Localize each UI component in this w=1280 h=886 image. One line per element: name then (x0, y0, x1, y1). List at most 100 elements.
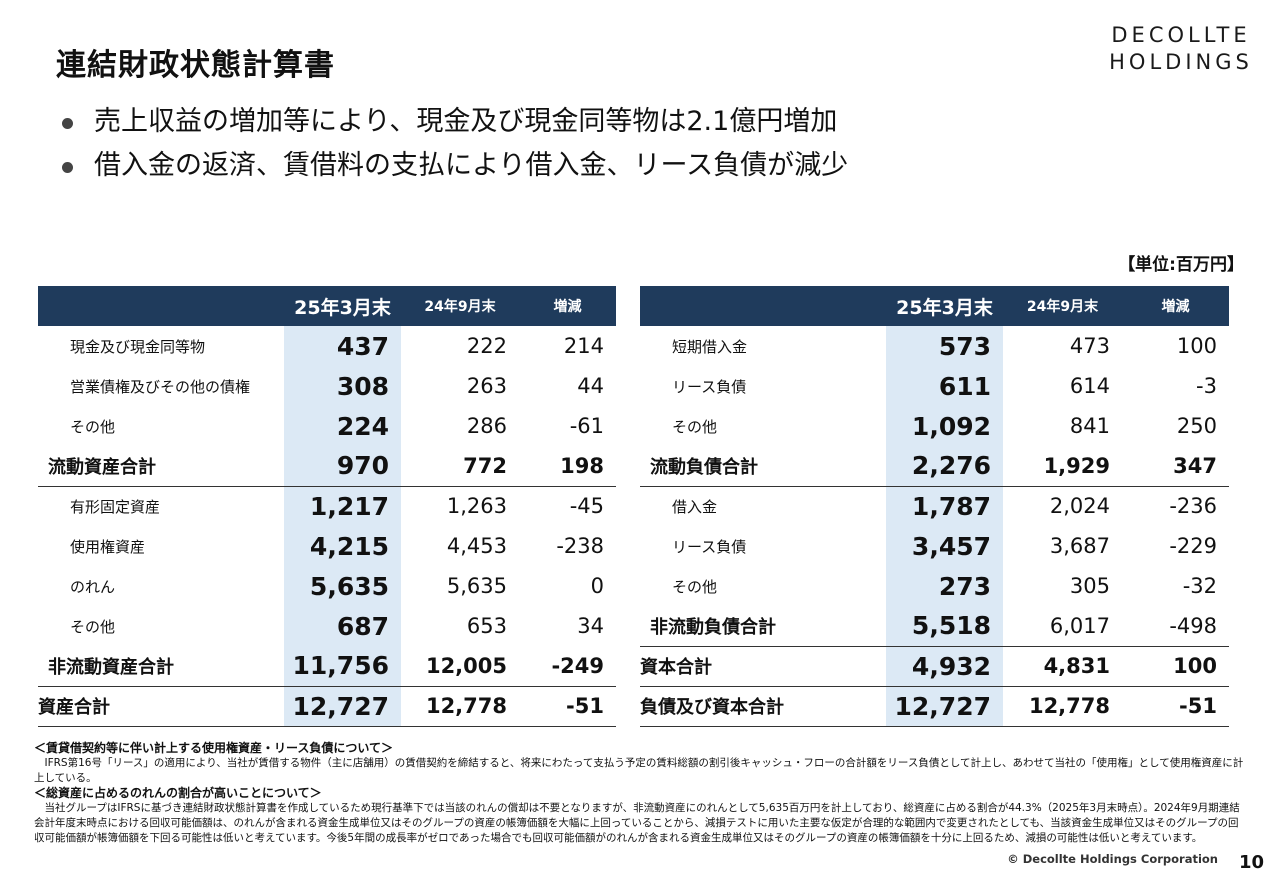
summary-bullets: 売上収益の増加等により、現金及び現金同等物は2.1億円増加 借入金の返済、賃借料… (62, 100, 848, 188)
value-current: 5,518 (886, 606, 1003, 647)
value-current: 1,217 (284, 486, 401, 526)
value-previous: 2,024 (1049, 494, 1110, 519)
row-label: 借入金 (672, 497, 718, 516)
value-previous: 1,929 (1003, 446, 1122, 487)
bullet-dot-icon (62, 118, 73, 129)
total-row: 資産合計 12,727 12,778 -51 (38, 686, 616, 727)
value-current: 4,215 (284, 526, 401, 566)
subtotal-row: 流動負債合計 2,276 1,929 347 (640, 446, 1229, 487)
value-current: 3,457 (886, 526, 1003, 566)
value-previous: 305 (1069, 574, 1110, 598)
value-current: 224 (284, 406, 401, 446)
row-label: 負債及び資本合計 (640, 686, 886, 727)
value-current: 970 (284, 446, 401, 487)
table-row: 短期借入金 573 473 100 (640, 326, 1229, 366)
value-previous: 4,453 (446, 534, 507, 558)
value-current: 437 (284, 326, 401, 366)
table-row: のれん 5,635 5,635 0 (38, 566, 616, 606)
row-label: その他 (672, 417, 718, 436)
value-current: 2,276 (886, 446, 1003, 487)
header-previous: 24年9月末 (1003, 286, 1122, 326)
table-row: 有形固定資産 1,217 1,263 -45 (38, 486, 616, 526)
table-row: その他 687 653 34 (38, 606, 616, 646)
value-previous: 263 (466, 374, 507, 398)
liabilities-table: 25年3月末 24年9月末 増減 短期借入金 573 473 100 リース負債 611… (640, 286, 1229, 727)
note-heading: ＜総資産に占めるのれんの割合が高いことについて＞ (34, 786, 322, 800)
value-previous: 1,263 (446, 494, 507, 519)
row-label: 非流動資産合計 (38, 646, 284, 687)
value-change: -498 (1122, 606, 1229, 647)
header-previous: 24年9月末 (401, 286, 519, 326)
value-change: -51 (519, 686, 616, 727)
bullet-item: 売上収益の増加等により、現金及び現金同等物は2.1億円増加 (62, 100, 848, 144)
row-label: 有形固定資産 (70, 497, 161, 516)
value-change: -229 (1169, 534, 1217, 558)
value-previous: 614 (1069, 374, 1110, 398)
total-row: 負債及び資本合計 12,727 12,778 -51 (640, 686, 1229, 727)
table-row: リース負債 611 614 -3 (640, 366, 1229, 406)
value-previous: 473 (1069, 334, 1110, 358)
value-current: 573 (886, 326, 1003, 366)
header-label (640, 286, 886, 326)
header-change: 増減 (519, 286, 616, 326)
table-row: その他 273 305 -32 (640, 566, 1229, 606)
value-previous: 12,778 (1003, 686, 1122, 727)
note-paragraph: IFRS第16号「リース」の適用により、当社が賃借する物件（主に店舗用）の賃借契… (34, 757, 1244, 784)
header-current: 25年3月末 (886, 286, 1003, 326)
row-label: 資産合計 (38, 686, 284, 727)
value-previous: 5,635 (446, 574, 507, 598)
value-previous: 4,831 (1003, 646, 1122, 687)
table-row: 借入金 1,787 2,024 -236 (640, 486, 1229, 526)
value-current: 12,727 (886, 686, 1003, 727)
value-change: -3 (1196, 374, 1217, 398)
row-label: リース負債 (672, 537, 747, 556)
value-current: 11,756 (284, 646, 401, 687)
note-heading: ＜賃貸借契約等に伴い計上する使用権資産・リース負債について＞ (34, 741, 394, 755)
row-label: 非流動負債合計 (640, 606, 886, 647)
value-change: -51 (1122, 686, 1229, 727)
unit-label: 【単位:百万円】 (1118, 255, 1244, 275)
value-current: 611 (886, 366, 1003, 406)
value-previous: 222 (466, 334, 507, 358)
page-title: 連結財政状態計算書 (56, 48, 335, 83)
bullet-text: 借入金の返済、賃借料の支払により借入金、リース負債が減少 (94, 150, 849, 181)
bullet-item: 借入金の返済、賃借料の支払により借入金、リース負債が減少 (62, 144, 848, 188)
value-change: -236 (1169, 494, 1217, 519)
value-change: 250 (1176, 414, 1217, 438)
header-label (38, 286, 284, 326)
row-label: 現金及び現金同等物 (70, 337, 206, 356)
assets-table: 25年3月末 24年9月末 増減 現金及び現金同等物 437 222 214 営業債権… (38, 286, 616, 727)
value-current: 4,932 (886, 646, 1003, 687)
row-label: 短期借入金 (672, 337, 748, 356)
bullet-dot-icon (62, 162, 73, 173)
value-current: 687 (284, 606, 401, 646)
row-label: 流動資産合計 (38, 446, 284, 487)
subtotal-row: 流動資産合計 970 772 198 (38, 446, 616, 487)
row-label: 資本合計 (640, 646, 886, 687)
value-previous: 6,017 (1003, 606, 1122, 647)
row-label: のれん (70, 577, 116, 596)
note-paragraph: 当社グループはIFRSに基づき連結財政状態計算書を作成しているため現行基準下では… (34, 802, 1240, 844)
value-previous: 3,687 (1049, 534, 1110, 558)
table-row: その他 1,092 841 250 (640, 406, 1229, 446)
table-row: リース負債 3,457 3,687 -229 (640, 526, 1229, 566)
table-row: その他 224 286 -61 (38, 406, 616, 446)
value-previous: 772 (401, 446, 519, 487)
bullet-text: 売上収益の増加等により、現金及び現金同等物は2.1億円増加 (94, 106, 838, 137)
company-logo: DECOLLTE HOLDINGS (1106, 22, 1256, 76)
value-previous: 286 (466, 414, 507, 438)
table-row: 使用権資産 4,215 4,453 -238 (38, 526, 616, 566)
row-label: 使用権資産 (70, 537, 146, 556)
row-label: リース負債 (672, 377, 747, 396)
footnotes: ＜賃貸借契約等に伴い計上する使用権資産・リース負債について＞ IFRS第16号「… (34, 741, 1249, 846)
table-header-row: 25年3月末 24年9月末 増減 (38, 286, 616, 326)
value-change: 44 (577, 374, 604, 398)
value-change: 34 (577, 614, 604, 638)
table-header-row: 25年3月末 24年9月末 増減 (640, 286, 1229, 326)
row-label: 流動負債合計 (640, 446, 886, 487)
value-change: -32 (1182, 574, 1217, 598)
value-current: 308 (284, 366, 401, 406)
header-current: 25年3月末 (284, 286, 401, 326)
row-label: その他 (70, 617, 116, 636)
value-current: 1,092 (886, 406, 1003, 446)
